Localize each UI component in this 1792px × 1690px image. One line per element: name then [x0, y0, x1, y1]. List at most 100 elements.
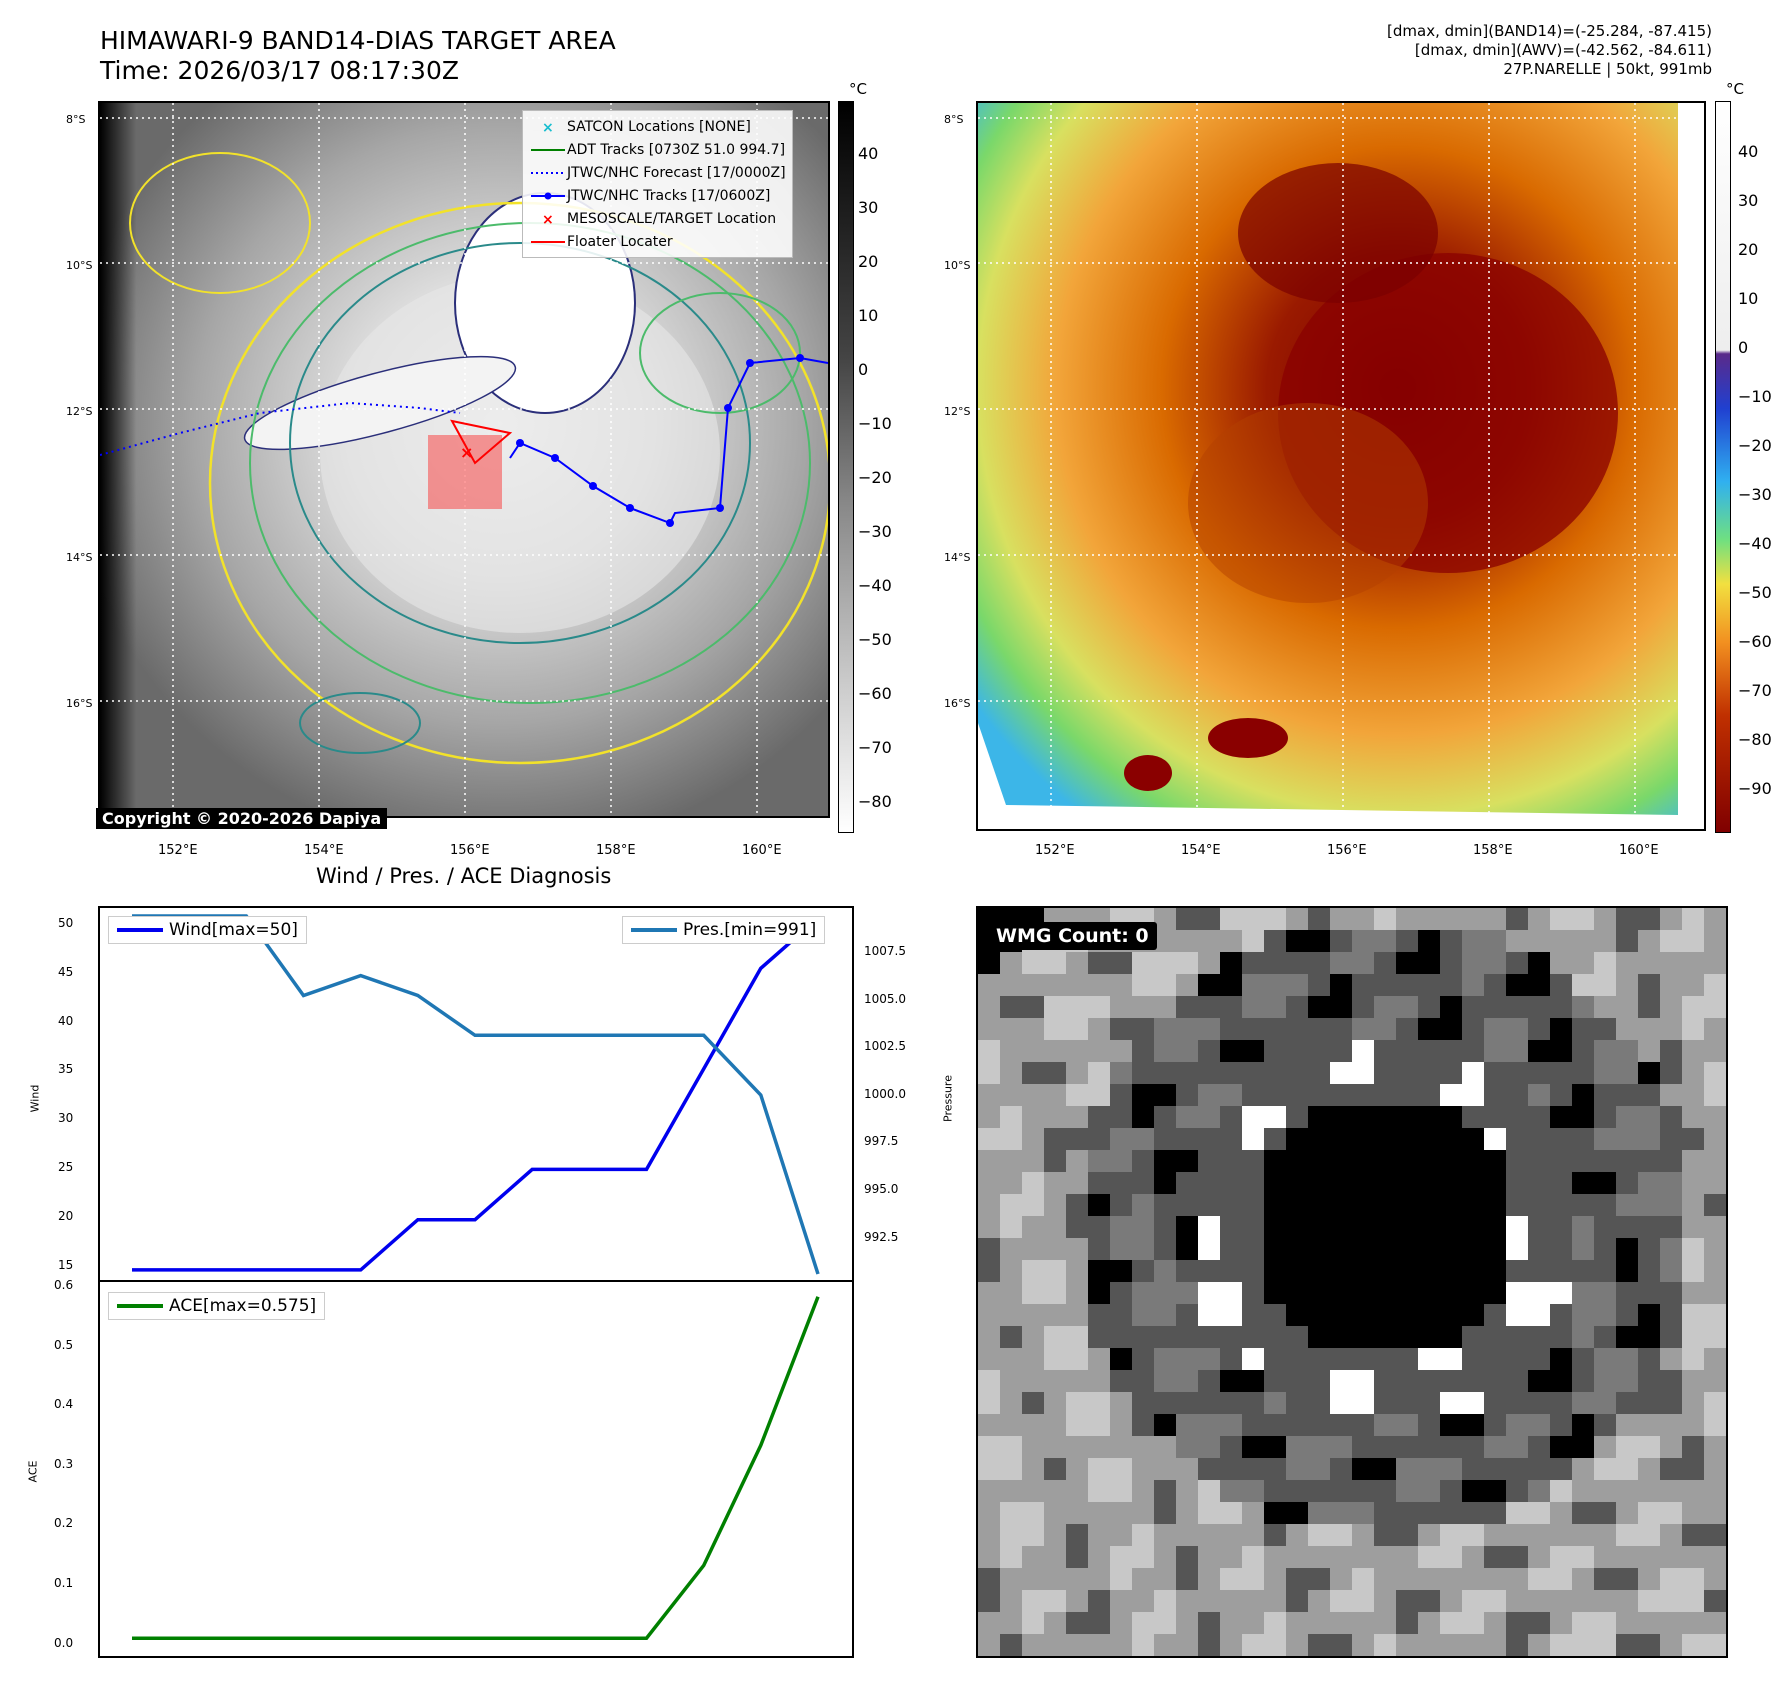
colorbar-tick: −40: [858, 576, 892, 595]
lat-label: 12°S: [944, 405, 971, 418]
pressure-tick: 995.0: [864, 1182, 899, 1196]
x-marker-icon: ×: [542, 212, 554, 226]
color-colorbar: [1715, 101, 1731, 833]
line-dot-icon: [544, 192, 552, 199]
wmg-image: [978, 908, 1726, 1656]
pressure-tick: 992.5: [864, 1229, 899, 1244]
pressure-tick: 997.5: [864, 1134, 899, 1149]
lon-label: 156°E: [1327, 843, 1367, 858]
wind-legend: Wind[max=50]: [108, 916, 307, 944]
ace-chart: [132, 1296, 820, 1640]
legend-item: JTWC/NHC Forecast [17/0000Z]: [531, 164, 786, 181]
legend-item: × MESOSCALE/TARGET Location: [542, 210, 777, 227]
wind-axis-label: Wind: [28, 1084, 42, 1113]
lat-label: 14°S: [66, 551, 93, 564]
map-legend: × SATCON Locations [NONE] ADT Tracks [073…: [522, 110, 793, 258]
wind-tick: 25: [58, 1160, 74, 1174]
lon-label: 160°E: [1619, 843, 1659, 858]
lon-label: 156°E: [450, 843, 490, 858]
pressure-tick: 1007.5: [864, 944, 906, 958]
lat-label: 12°S: [66, 405, 93, 418]
colorbar-tick: −50: [858, 630, 892, 649]
colorbar-tick: 30: [1738, 191, 1759, 210]
lon-label: 154°E: [304, 843, 344, 858]
lat-label: 8°S: [944, 113, 964, 126]
pressure-tick: 1002.5: [864, 1039, 906, 1054]
ace-tick: 0.2: [54, 1516, 74, 1531]
title-line-1: HIMAWARI-9 BAND14-DIAS TARGET AREA: [100, 26, 616, 55]
pressure-axis-label: Pressure: [941, 1075, 955, 1122]
lat-label: 10°S: [944, 259, 971, 272]
forecast-track: [100, 401, 461, 456]
jtwc-track: [509, 356, 828, 525]
colorbar-tick: 20: [1738, 240, 1759, 259]
lon-label: 154°E: [1181, 843, 1221, 858]
colorbar-tick: −90: [1738, 779, 1772, 798]
title-line-2: Time: 2026/03/17 08:17:30Z: [100, 56, 459, 85]
info-awv: [dmax, dmin](AWV)=(-42.562, -84.611): [1414, 41, 1712, 59]
colorbar-tick: −20: [858, 468, 892, 487]
colorbar-tick: −60: [1738, 632, 1772, 651]
colorbar-tick: 40: [858, 144, 879, 163]
colorbar-tick: 0: [1738, 338, 1749, 357]
colorbar-tick: 40: [1738, 142, 1759, 161]
wind-tick: 20: [58, 1208, 74, 1223]
lon-label: 158°E: [1473, 843, 1513, 858]
figure-title: HIMAWARI-9 BAND14-DIAS TARGET AREA Time:…: [100, 26, 616, 86]
wind-pres-chart: [132, 914, 820, 1275]
ace-panel: [98, 1280, 854, 1658]
wind-tick: 30: [58, 1111, 74, 1126]
ace-axis-label: ACE: [26, 1460, 40, 1483]
wmg-panel: [976, 906, 1728, 1658]
svg-text:×: ×: [460, 443, 473, 462]
map-gridlines: [978, 103, 1704, 829]
colorbar-tick: −10: [858, 414, 892, 433]
storm-info: [dmax, dmin](BAND14)=(-25.284, -87.415) …: [1387, 22, 1712, 79]
colorbar-tick: −70: [1738, 681, 1772, 700]
gray-colorbar: [838, 101, 854, 833]
colorbar-tick: 0: [858, 360, 869, 379]
wind-tick: 40: [58, 1013, 74, 1028]
info-band14: [dmax, dmin](BAND14)=(-25.284, -87.415): [1387, 22, 1712, 40]
lon-label: 158°E: [596, 843, 636, 858]
colorbar-tick: −80: [858, 792, 892, 811]
enhanced-map-panel: [976, 101, 1706, 831]
color-colorbar-unit: °C: [1726, 80, 1744, 98]
colorbar-tick: −50: [1738, 583, 1772, 602]
lat-label: 10°S: [66, 259, 93, 272]
pressure-tick: 1000.0: [864, 1086, 906, 1101]
target-area: [428, 435, 502, 509]
ace-tick: 0.1: [54, 1576, 74, 1590]
ir-map: ×: [100, 103, 828, 816]
lat-label: 8°S: [66, 113, 86, 126]
lat-label: 14°S: [944, 551, 971, 564]
copyright: Copyright © 2020-2026 Dapiya: [96, 808, 388, 829]
colorbar-tick: −10: [1738, 387, 1772, 406]
x-marker-icon: ×: [542, 120, 554, 134]
lat-label: 16°S: [66, 697, 93, 710]
colorbar-tick: −30: [1738, 485, 1772, 504]
ace-tick: 0.5: [54, 1337, 74, 1352]
lat-label: 16°S: [944, 697, 971, 710]
lon-label: 152°E: [1035, 843, 1075, 858]
colorbar-tick: 10: [858, 306, 879, 325]
colorbar-tick: −20: [1738, 436, 1772, 455]
pressure-legend: Pres.[min=991]: [622, 916, 826, 944]
ace-tick: 0.0: [54, 1635, 74, 1650]
lon-label: 152°E: [158, 843, 198, 858]
wind-tick: 45: [58, 964, 74, 979]
ace-legend: ACE[max=0.575]: [108, 1292, 326, 1320]
ace-tick: 0.3: [54, 1456, 74, 1471]
colorbar-tick: −30: [858, 522, 892, 541]
wind-tick: 15: [58, 1257, 74, 1272]
ace-tick: 0.4: [54, 1397, 74, 1412]
enhanced-map: [978, 103, 1704, 829]
legend-item: Floater Locater: [531, 233, 673, 250]
wind-tick: 35: [58, 1062, 74, 1077]
wmg-count-badge: WMG Count: 0: [988, 922, 1157, 950]
info-storm: 27P.NARELLE | 50kt, 991mb: [1503, 60, 1712, 78]
map-gridlines: [100, 103, 828, 816]
colorbar-tick: −70: [858, 738, 892, 757]
colorbar-tick: 10: [1738, 289, 1759, 308]
floater-locater: [450, 419, 513, 465]
